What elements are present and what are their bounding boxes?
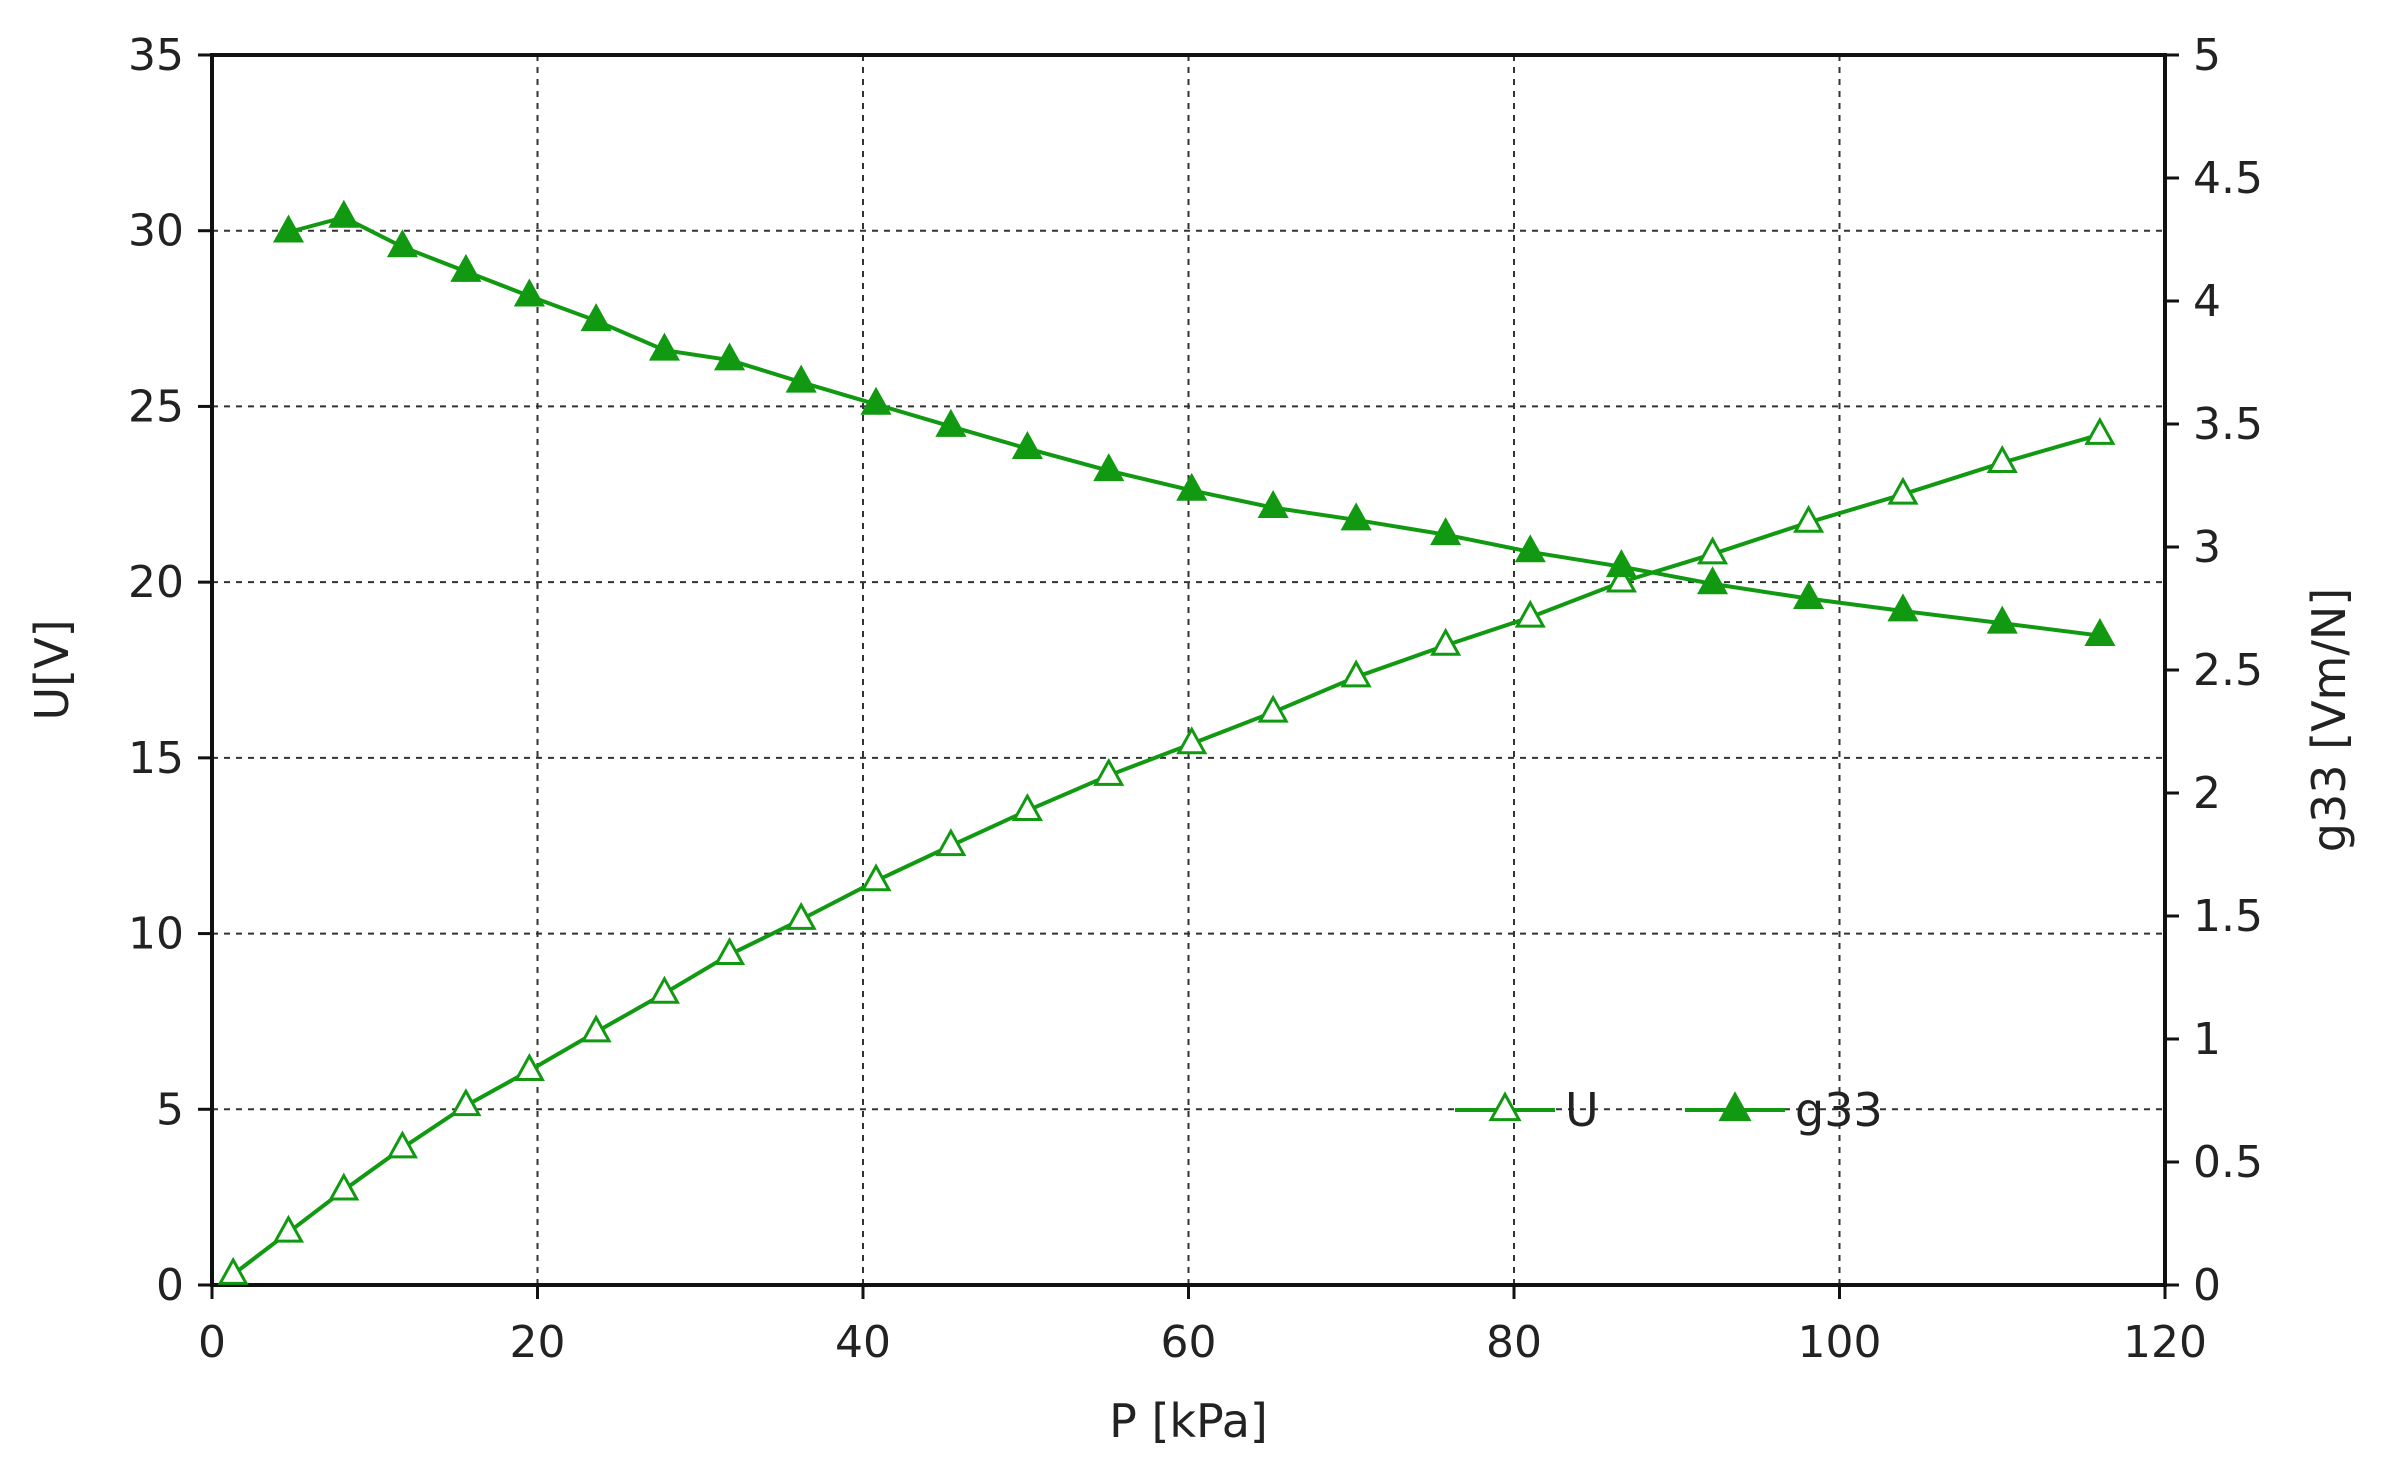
y-right-tick-label: 3.5	[2193, 399, 2263, 450]
y-left-tick-label: 35	[128, 30, 184, 81]
data-point-g33	[1887, 593, 1919, 622]
y-right-tick-label: 4	[2193, 276, 2221, 327]
data-point-g33	[1093, 453, 1125, 482]
data-point-u	[450, 1088, 482, 1117]
data-point-g33	[935, 408, 967, 437]
legend-g33-label: g33	[1795, 1083, 1883, 1137]
data-point-g33	[648, 332, 680, 361]
x-tick-label: 60	[1161, 1317, 1217, 1368]
x-tick-label: 80	[1486, 1317, 1542, 1368]
series-g33	[272, 199, 2116, 646]
data-point-u	[713, 937, 746, 966]
y-left-tick-label: 20	[128, 557, 184, 608]
y-axis-right: 0 0.5 1 1.5 2 2.5 3 3.5 4 4.5 5	[2165, 30, 2263, 1311]
data-point-u	[1011, 792, 1043, 821]
data-point-u	[935, 828, 967, 857]
data-point-u	[386, 1130, 418, 1159]
data-point-g33	[713, 342, 746, 371]
data-point-g33	[1011, 431, 1043, 459]
x-tick-label: 100	[1798, 1317, 1882, 1368]
series-layer	[217, 199, 2116, 1285]
y-right-tick-label: 0.5	[2193, 1137, 2263, 1188]
y-axis-right-title: g33 [Vm/N]	[2302, 588, 2356, 852]
data-point-u	[860, 863, 892, 892]
y-right-tick-label: 2	[2193, 768, 2221, 819]
legend-item-u: U	[1455, 1083, 1599, 1137]
y-left-tick-label: 10	[128, 909, 184, 960]
data-point-u	[513, 1053, 545, 1082]
y-right-tick-label: 2.5	[2193, 645, 2263, 696]
series-u	[217, 416, 2116, 1285]
y-axis-left-title: U[V]	[25, 619, 79, 720]
data-point-u	[2084, 416, 2116, 445]
data-point-g33	[580, 303, 612, 332]
y-left-tick-label: 30	[128, 206, 184, 257]
y-right-tick-label: 4.5	[2193, 153, 2263, 204]
data-point-g33	[272, 214, 305, 243]
data-point-g33	[2084, 617, 2116, 646]
data-point-u	[217, 1256, 249, 1285]
y-right-tick-label: 1	[2193, 1014, 2221, 1065]
data-point-u	[580, 1014, 612, 1043]
data-point-u	[1697, 536, 1729, 565]
data-point-u	[1430, 627, 1462, 656]
data-point-g33	[785, 364, 817, 393]
data-point-u	[1340, 659, 1372, 688]
series-line-u	[231, 432, 2101, 1277]
data-point-g33	[1257, 490, 1289, 519]
data-point-g33	[1605, 549, 1637, 578]
y-left-tick-label: 5	[156, 1084, 184, 1135]
data-point-u	[1514, 599, 1546, 628]
data-point-u	[648, 975, 680, 1004]
data-point-g33	[386, 229, 418, 258]
y-right-tick-label: 5	[2193, 30, 2221, 81]
y-right-tick-label: 1.5	[2193, 891, 2263, 942]
x-tick-label: 120	[2123, 1317, 2207, 1368]
data-point-u	[1986, 445, 2018, 474]
y-left-tick-label: 0	[156, 1260, 184, 1311]
data-point-u	[1176, 726, 1208, 755]
data-point-g33	[513, 278, 545, 307]
x-axis-title: P [kPa]	[1109, 1394, 1268, 1448]
data-point-g33	[1430, 517, 1462, 546]
data-point-u	[1887, 476, 1919, 505]
legend-item-g33: g33	[1685, 1083, 1883, 1137]
data-point-u	[785, 901, 817, 930]
data-point-u	[1605, 564, 1637, 593]
legend-u-marker	[1488, 1091, 1522, 1122]
y-left-tick-label: 25	[128, 381, 184, 432]
x-tick-label: 40	[835, 1317, 891, 1368]
data-point-u	[1093, 757, 1125, 786]
series-line-g33	[287, 215, 2101, 638]
gridlines	[212, 55, 2165, 1285]
y-left-tick-label: 15	[128, 733, 184, 784]
x-axis: 0 20 40 60 80 100 120	[198, 1285, 2207, 1368]
data-point-u	[1793, 504, 1825, 533]
data-point-u	[328, 1172, 360, 1201]
data-point-g33	[860, 386, 892, 415]
y-axis-left: 0 5 10 15 20 25 30 35	[128, 30, 212, 1311]
legend-g33-marker	[1718, 1091, 1752, 1122]
data-point-g33	[1340, 502, 1372, 531]
data-point-u	[272, 1214, 305, 1243]
data-point-g33	[328, 199, 360, 228]
data-point-g33	[1986, 605, 2018, 634]
data-point-g33	[1697, 566, 1729, 595]
legend-u-label: U	[1565, 1083, 1599, 1137]
data-point-g33	[1514, 534, 1546, 563]
y-right-tick-label: 3	[2193, 522, 2221, 573]
x-tick-label: 20	[510, 1317, 566, 1368]
data-point-g33	[1176, 472, 1208, 501]
x-tick-label: 0	[198, 1317, 226, 1368]
data-point-g33	[1793, 581, 1825, 610]
y-right-tick-label: 0	[2193, 1260, 2221, 1311]
legend: U g33	[1455, 1083, 1883, 1137]
data-point-g33	[450, 253, 482, 282]
data-point-u	[1257, 694, 1289, 723]
